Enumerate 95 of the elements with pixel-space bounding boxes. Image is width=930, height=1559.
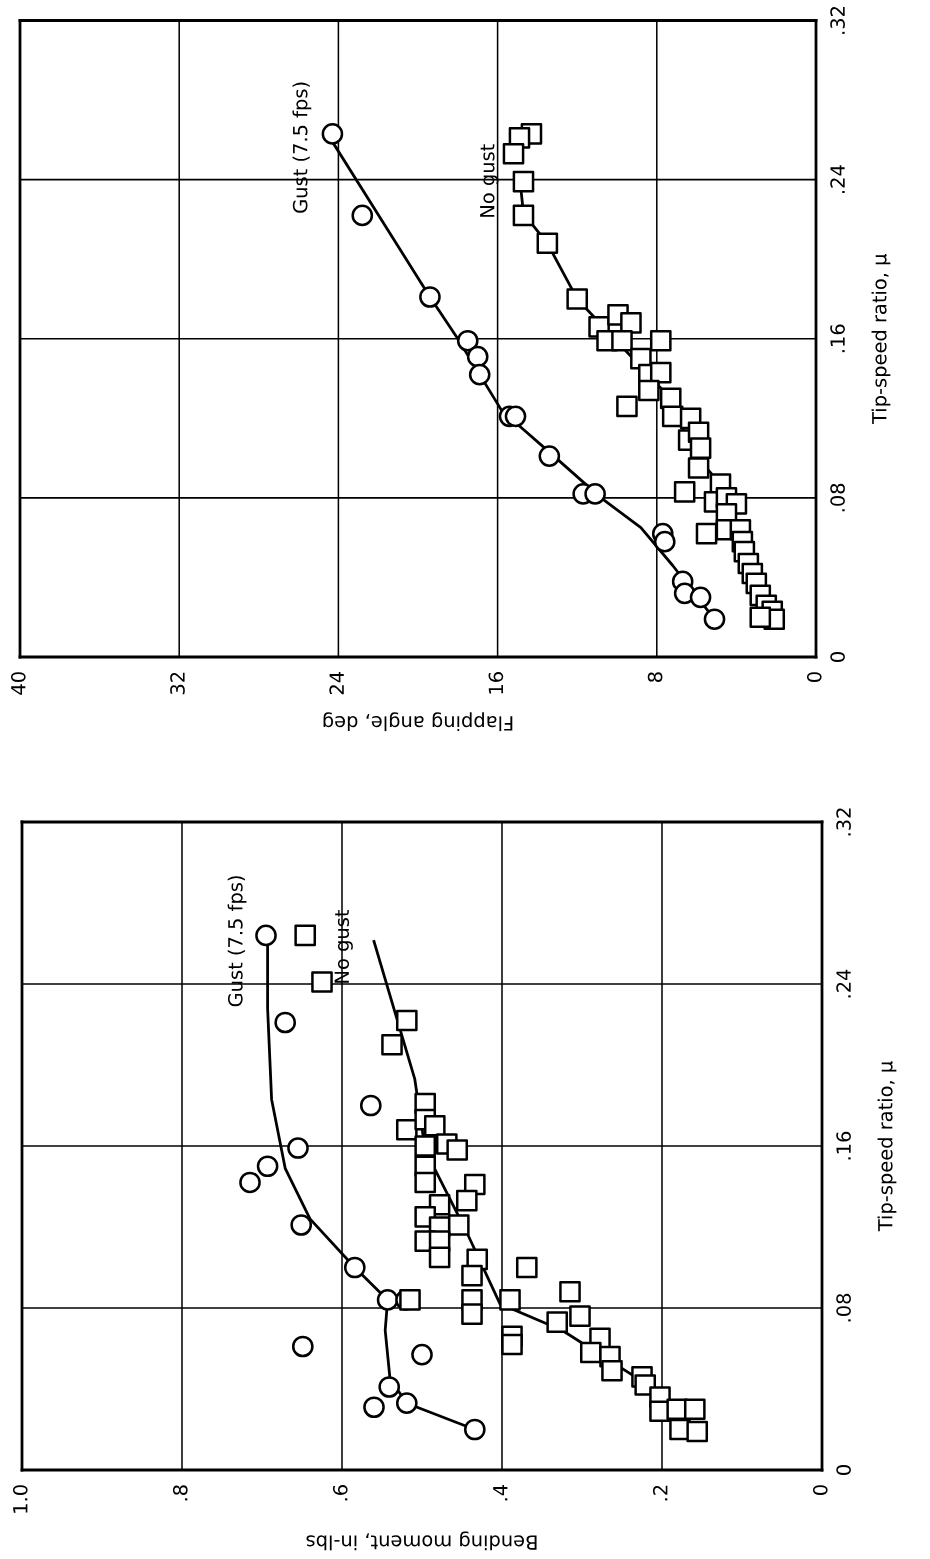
- point: [343, 1256, 366, 1279]
- y-tick-label: .24: [830, 165, 845, 194]
- point: [611, 329, 633, 352]
- point: [423, 1114, 446, 1137]
- point: [653, 530, 676, 553]
- y-tick-label: .32: [830, 6, 845, 34]
- point: [512, 170, 535, 193]
- point: [703, 608, 726, 631]
- point: [447, 1214, 470, 1236]
- x-axis-title: Bending moment, in-lbs: [306, 1531, 537, 1551]
- text: Gust (7.5 fps): [227, 876, 247, 1007]
- x-tick-label: 32: [170, 672, 185, 695]
- point: [673, 481, 696, 503]
- point: [455, 1189, 478, 1212]
- point: [504, 405, 527, 428]
- y-tick-label: 0: [836, 1465, 851, 1475]
- x-tick-label: 0: [806, 672, 822, 682]
- point: [291, 1335, 314, 1358]
- point: [638, 379, 660, 402]
- x-tick-label: .8: [172, 1485, 188, 1501]
- point: [446, 1139, 469, 1161]
- text: Gust (7.5 fps): [292, 82, 312, 213]
- y-tick-label: .08: [836, 1293, 851, 1322]
- y-axis-title: Tip-speed ratio, μ: [877, 1061, 897, 1232]
- point: [428, 1246, 451, 1269]
- point: [376, 1289, 399, 1311]
- y-tick-label: .16: [836, 1131, 851, 1160]
- point: [411, 1343, 433, 1366]
- y-axis-title: Tip-speed ratio, μ: [871, 253, 891, 425]
- x-tick-label: 40: [10, 672, 26, 695]
- point: [311, 971, 333, 993]
- x-tick-label: 0: [812, 1485, 828, 1495]
- point: [689, 437, 712, 459]
- point: [351, 204, 374, 227]
- x-tick-label: 24: [329, 671, 344, 695]
- point: [499, 1289, 521, 1311]
- point: [363, 1396, 385, 1419]
- point: [695, 522, 718, 545]
- point: [378, 1376, 401, 1398]
- point: [559, 1280, 581, 1303]
- point: [502, 142, 525, 165]
- x-tick-label: 8: [647, 672, 663, 682]
- point: [515, 1256, 538, 1279]
- text: No gust: [334, 909, 353, 983]
- point: [649, 329, 672, 352]
- y-tick-label: 0: [830, 652, 845, 662]
- point: [649, 361, 672, 384]
- point: [461, 1303, 483, 1325]
- point: [399, 1289, 421, 1311]
- point: [419, 286, 441, 308]
- point: [536, 232, 559, 255]
- y-tick-label: .32: [836, 808, 851, 836]
- point: [461, 1264, 483, 1287]
- point: [569, 1305, 591, 1327]
- point: [689, 586, 712, 609]
- point: [687, 457, 710, 479]
- y-tick-label: .24: [836, 969, 851, 998]
- point: [255, 924, 277, 947]
- point: [512, 204, 535, 227]
- point: [290, 1214, 313, 1236]
- point: [239, 1171, 261, 1194]
- point: [601, 1359, 623, 1382]
- point: [287, 1137, 309, 1159]
- point: [321, 123, 344, 145]
- point: [538, 445, 561, 467]
- point: [686, 1420, 709, 1443]
- point: [256, 1155, 279, 1178]
- point: [566, 288, 589, 310]
- point: [501, 1333, 523, 1356]
- point: [620, 312, 642, 334]
- point: [359, 1094, 382, 1117]
- point: [463, 1418, 486, 1441]
- x-tick-label: .2: [652, 1485, 668, 1501]
- point: [395, 1009, 418, 1032]
- point: [274, 1011, 297, 1034]
- x-tick-label: 16: [488, 672, 504, 694]
- point: [395, 1392, 418, 1414]
- point: [381, 1033, 403, 1056]
- x-tick-label: .4: [493, 1484, 508, 1501]
- y-tick-label: .08: [830, 483, 845, 512]
- text: No gust: [480, 144, 499, 217]
- point: [683, 1398, 706, 1421]
- point: [546, 1311, 569, 1333]
- point: [584, 483, 606, 505]
- x-tick-label: 1.0: [12, 1485, 28, 1513]
- point: [616, 395, 638, 418]
- x-tick-label: .6: [332, 1485, 348, 1501]
- point: [456, 329, 479, 352]
- x-axis-title: Flapping angle, deg: [323, 712, 513, 732]
- point: [414, 1135, 437, 1157]
- point: [294, 924, 317, 947]
- point: [414, 1171, 437, 1194]
- point: [749, 606, 772, 629]
- point: [468, 363, 491, 386]
- y-tick-label: .16: [830, 324, 845, 353]
